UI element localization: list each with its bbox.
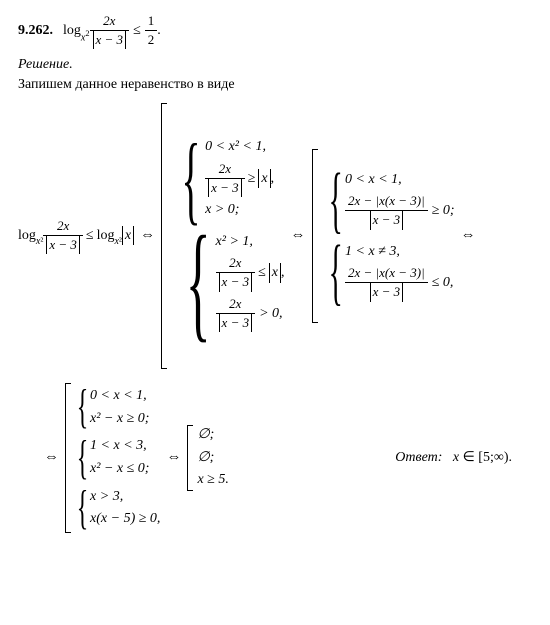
iff-1: ⇔ xyxy=(140,225,155,246)
log-rhs: log xyxy=(97,226,115,246)
solution-heading: Решение. xyxy=(18,55,532,75)
b1t-rhs: x xyxy=(261,171,267,186)
iff-4: ⇔ xyxy=(44,447,59,468)
rhs-num: 1 xyxy=(145,12,158,31)
answer-line: Ответ: x ∈ [5;∞). xyxy=(395,448,532,468)
rhs-fraction: 1 2 xyxy=(145,12,158,49)
iff-3: ⇔ xyxy=(461,225,476,246)
b1b-op: ≤ xyxy=(258,263,266,283)
lhs-num: 2x xyxy=(57,218,69,233)
b2b-num: 2x − |x(x − 3)| xyxy=(348,265,425,280)
b1t-op: ≥ xyxy=(248,169,256,189)
frac-num: 2x xyxy=(103,13,115,28)
cases-block-1: { 0 < x² < 1, 2xx − 3 ≥ x, x > 0; { x² >… xyxy=(161,103,284,369)
b3c-l2: x(x − 5) ≥ 0, xyxy=(90,511,160,526)
cases-block-3: { 0 < x < 1, x² − x ≥ 0; { 1 < x < 3, x²… xyxy=(65,383,160,533)
le-symbol: ≤ xyxy=(133,21,141,41)
b3b-l1: 1 < x < 3, xyxy=(90,438,147,453)
b1t-num: 2x xyxy=(219,161,231,176)
b1t-den: x − 3 xyxy=(211,180,239,195)
b3a-l2: x² − x ≥ 0; xyxy=(90,411,149,426)
rhs-den: 2 xyxy=(145,31,158,49)
b3c-l1: x > 3, xyxy=(90,489,123,504)
lhs-inequality: log x² 2x x − 3 ≤ log x² x xyxy=(18,217,134,254)
b3b-l2: x² − x ≤ 0; xyxy=(90,461,149,476)
b2t-num: 2x − |x(x − 3)| xyxy=(348,193,425,208)
cases-block-4: ∅; ∅; x ≥ 5. xyxy=(187,422,228,493)
cases-block-2: { 0 < x < 1, 2x − |x(x − 3)|x − 3 ≥ 0; {… xyxy=(312,149,455,323)
derivation-line-2: ⇔ { 0 < x < 1, x² − x ≥ 0; { 1 < x < 3, … xyxy=(18,383,532,533)
main-fraction: 2x x − 3 xyxy=(90,12,130,49)
b3a-l1: 0 < x < 1, xyxy=(90,388,147,403)
b2b-rhs: ≤ 0, xyxy=(432,275,454,290)
problem-statement: 9.262. log x2 2x x − 3 ≤ 1 2 . xyxy=(18,12,532,49)
problem-number: 9.262. xyxy=(18,21,53,41)
le-1: ≤ xyxy=(86,226,94,246)
answer-label: Ответ: xyxy=(395,450,442,465)
b4-l2: ∅; xyxy=(197,450,214,465)
b2b-den: x − 3 xyxy=(373,284,401,299)
b1b-num: 2x xyxy=(229,255,241,270)
log-base-exp: 2 xyxy=(85,29,89,38)
intro-text: Запишем данное неравенство в виде xyxy=(18,75,532,95)
b4-l1: ∅; xyxy=(197,427,214,442)
derivation-line-1: log x² 2x x − 3 ≤ log x² x ⇔ { 0 < x² < … xyxy=(18,103,532,369)
b1t-l1: 0 < x² < 1, xyxy=(205,139,266,154)
b1b3-rhs: > 0, xyxy=(259,306,282,321)
b2t-den: x − 3 xyxy=(373,212,401,227)
b2t-rhs: ≥ 0; xyxy=(432,203,455,218)
lhs-den: x − 3 xyxy=(49,237,77,252)
b1b3-den: x − 3 xyxy=(222,315,250,330)
log-text: log xyxy=(63,21,81,41)
b2t-l1: 0 < x < 1, xyxy=(345,172,402,187)
b4-l3: x ≥ 5. xyxy=(197,472,228,487)
iff-5: ⇔ xyxy=(166,447,181,468)
b1b-den: x − 3 xyxy=(222,274,250,289)
abs-x: x xyxy=(125,228,131,243)
log-lhs: log xyxy=(18,226,36,246)
b1b-l1: x² > 1, xyxy=(216,234,253,249)
iff-2: ⇔ xyxy=(291,225,306,246)
b2b-l1: 1 < x ≠ 3, xyxy=(345,244,400,259)
frac-den: x − 3 xyxy=(96,32,124,47)
b1b3-num: 2x xyxy=(229,296,241,311)
b1b-rhs: x xyxy=(272,265,278,280)
